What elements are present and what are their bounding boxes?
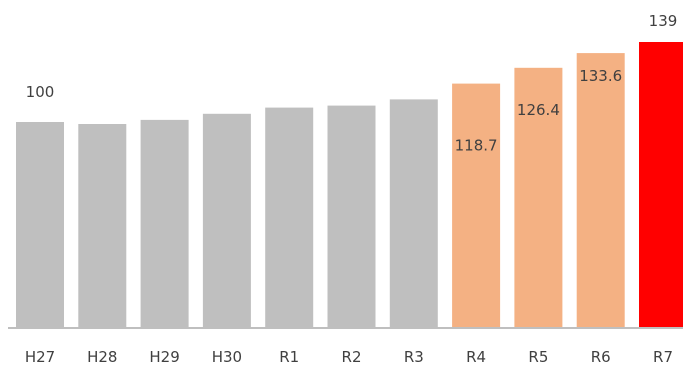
data-label-r6: 133.6 xyxy=(579,67,622,85)
x-tick-label-r7: R7 xyxy=(653,348,673,366)
bar-r6 xyxy=(576,53,625,327)
bar-h29 xyxy=(140,119,189,328)
bar-h30 xyxy=(202,113,251,327)
x-tick-label-r2: R2 xyxy=(342,348,362,366)
x-tick-label-h29: H29 xyxy=(149,348,179,366)
x-tick-label-h30: H30 xyxy=(212,348,242,366)
x-tick-label-r6: R6 xyxy=(591,348,611,366)
bar-h28 xyxy=(78,124,127,327)
bar-r5 xyxy=(514,67,563,328)
x-tick-labels-group: H27 H28 H29 H30 R1 R2 R3 R4 R5 R6 R7 xyxy=(25,348,673,366)
bar-r3 xyxy=(389,99,438,328)
data-label-r7: 139 xyxy=(649,12,678,30)
x-tick-label-r3: R3 xyxy=(404,348,424,366)
bar-h27 xyxy=(16,122,64,327)
data-label-r4: 118.7 xyxy=(455,137,498,155)
bar-r7 xyxy=(639,42,683,327)
x-tick-label-h28: H28 xyxy=(87,348,117,366)
x-tick-label-r5: R5 xyxy=(528,348,548,366)
data-label-h27: 100 xyxy=(26,83,55,101)
bar-r1 xyxy=(265,107,314,327)
data-label-r5: 126.4 xyxy=(517,101,560,119)
x-tick-label-r4: R4 xyxy=(466,348,486,366)
data-labels-group: 100 118.7 126.4 133.6 139 xyxy=(26,12,678,155)
bar-r2 xyxy=(327,105,376,327)
x-tick-label-r1: R1 xyxy=(279,348,299,366)
x-tick-label-h27: H27 xyxy=(25,348,55,366)
bars-group xyxy=(16,42,683,328)
bar-r4 xyxy=(452,83,501,327)
